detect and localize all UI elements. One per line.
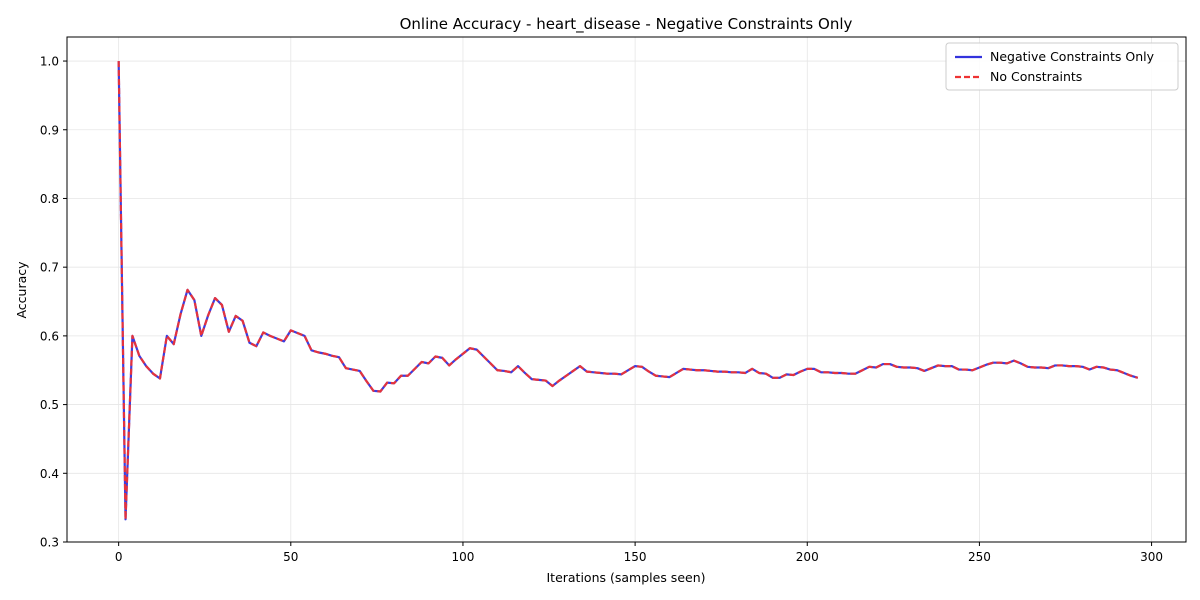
legend-label-no-constraints: No Constraints <box>990 69 1082 84</box>
y-axis-label: Accuracy <box>14 261 29 319</box>
x-tick-label: 300 <box>1140 550 1163 564</box>
x-tick-label: 150 <box>624 550 647 564</box>
x-tick-label: 0 <box>115 550 123 564</box>
y-tick-label: 0.6 <box>40 329 59 343</box>
legend-box <box>945 42 1179 91</box>
y-tick-label: 0.5 <box>40 398 59 412</box>
x-axis: 0 50 100 150 200 250 300 <box>115 542 1163 564</box>
y-tick-label: 0.9 <box>40 123 59 137</box>
y-tick-label: 0.8 <box>40 192 59 206</box>
legend: Negative Constraints Only No Constraints <box>945 42 1179 91</box>
y-axis: 0.3 0.4 0.5 0.6 0.7 0.8 0.9 1.0 <box>40 55 67 550</box>
chart-title: Online Accuracy - heart_disease - Negati… <box>400 15 853 34</box>
series-negative-constraints-line <box>117 61 1139 521</box>
x-tick-label: 250 <box>968 550 991 564</box>
x-tick-label: 50 <box>283 550 298 564</box>
x-tick-label: 100 <box>452 550 475 564</box>
legend-label-negative-constraints: Negative Constraints Only <box>990 49 1155 64</box>
series-layer <box>117 61 1139 521</box>
plot-frame <box>66 36 1187 543</box>
y-tick-label: 1.0 <box>40 55 59 69</box>
y-tick-label: 0.3 <box>40 536 59 550</box>
y-tick-label: 0.7 <box>40 261 59 275</box>
x-axis-label: Iterations (samples seen) <box>546 570 705 585</box>
y-tick-label: 0.4 <box>40 467 59 481</box>
x-tick-label: 200 <box>796 550 819 564</box>
